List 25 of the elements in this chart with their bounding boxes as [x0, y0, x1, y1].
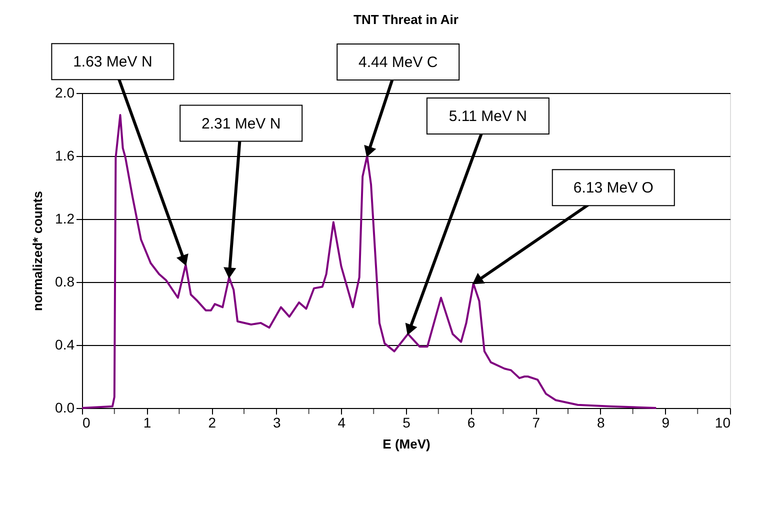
x-tick-label: 8 [597, 414, 605, 430]
y-tick-label: 0.0 [55, 400, 75, 416]
x-tick-label: 7 [532, 414, 540, 430]
chart-title: TNT Threat in Air [354, 12, 458, 28]
y-tick-label: 1.2 [55, 210, 75, 226]
y-tick-label: 0.8 [55, 274, 75, 290]
y-tick-label: 2.0 [55, 84, 75, 100]
y-tick-label: 1.6 [55, 148, 75, 164]
annotation: 4.44 MeV C [358, 54, 438, 71]
x-tick-label: 3 [273, 414, 281, 430]
y-axis-title: normalized* counts [30, 191, 46, 311]
x-tick-label: 6 [467, 414, 476, 430]
y-tick-label: 0.4 [55, 336, 75, 352]
x-axis-title: E (MeV) [382, 436, 430, 452]
x-tick-label: 9 [662, 414, 670, 430]
x-tick-label: 5 [402, 414, 411, 430]
x-tick-label: 10 [714, 414, 731, 430]
x-tick-label: 0 [82, 414, 90, 430]
annotation: 2.31 MeV N [201, 115, 281, 132]
x-tick-label: 1 [143, 414, 152, 430]
x-tick-label: 2 [208, 414, 216, 430]
annotation: 5.11 MeV N [448, 108, 527, 125]
x-tick-label: 4 [338, 414, 346, 430]
annotation: 1.63 MeV N [73, 54, 152, 71]
annotation: 6.13 MeV O [573, 180, 654, 197]
